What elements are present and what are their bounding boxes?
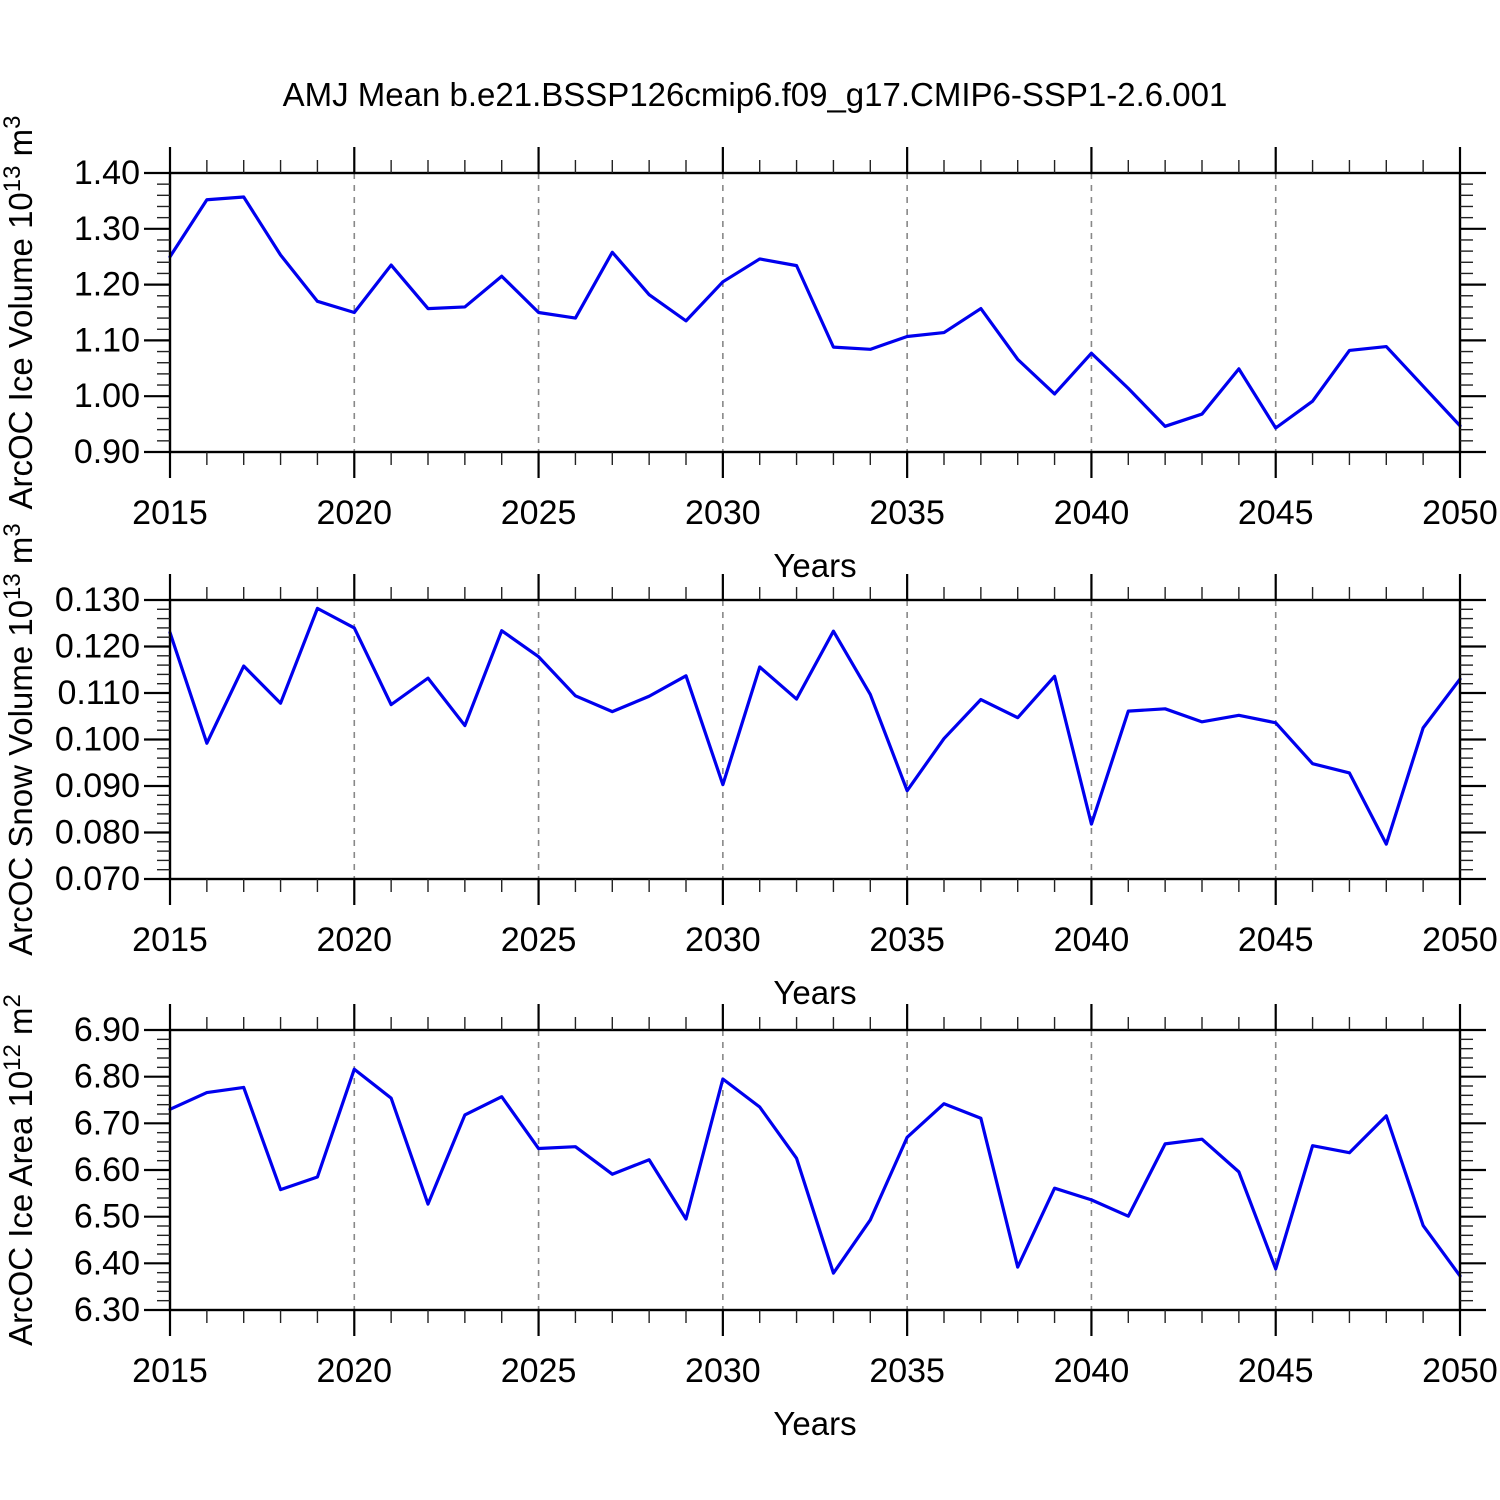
y-tick-label: 6.90: [74, 1011, 140, 1049]
y-tick-label: 0.130: [55, 581, 140, 619]
x-axis-title: Years: [773, 1405, 856, 1442]
x-axis-title: Years: [773, 547, 856, 584]
x-tick-label: 2045: [1238, 494, 1314, 532]
x-tick-label: 2020: [316, 921, 392, 959]
x-tick-label: 2035: [869, 1352, 945, 1390]
y-ticks-ice-area: [144, 1028, 1486, 1312]
x-ticks-ice-volume: [168, 147, 1462, 478]
y-axis-title-ice-area: ArcOC Ice Area 1012 m2: [0, 994, 39, 1346]
x-tick-label: 2025: [501, 494, 577, 532]
x-tick-label: 2040: [1054, 494, 1130, 532]
series-line-ice-area: [168, 1067, 1462, 1278]
y-tick-label: 1.10: [74, 321, 140, 359]
x-tick-label: 2040: [1054, 1352, 1130, 1390]
x-tick-label: 2020: [316, 1352, 392, 1390]
y-tick-label: 6.30: [74, 1291, 140, 1329]
series-line-ice-volume: [168, 195, 1462, 430]
y-tick-label: 0.120: [55, 628, 140, 666]
x-tick-label: 2020: [316, 494, 392, 532]
x-tick-label: 2015: [132, 494, 208, 532]
x-tick-label: 2015: [132, 921, 208, 959]
x-tick-label: 2050: [1422, 1352, 1498, 1390]
x-ticks-ice-area: [168, 1004, 1462, 1336]
panel-ice-area: 2015 2020 2025 2030 2035 2040 2045 2050 6.30 6.40…: [0, 994, 1498, 1442]
y-ticks-ice-volume: [144, 171, 1486, 454]
panel-frame-ice-volume: [168, 171, 1462, 454]
series-line-snow-volume: [168, 606, 1462, 846]
x-tick-label: 2025: [501, 1352, 577, 1390]
y-tick-label: 0.080: [55, 814, 140, 852]
y-tick-label: 1.30: [74, 210, 140, 248]
x-tick-label: 2045: [1238, 1352, 1314, 1390]
y-tick-label: 6.70: [74, 1104, 140, 1142]
panel-frame-snow-volume: [168, 598, 1462, 881]
x-tick-label: 2045: [1238, 921, 1314, 959]
y-tick-label: 1.20: [74, 266, 140, 304]
y-tick-label: 6.60: [74, 1151, 140, 1189]
y-tick-label: 0.090: [55, 767, 140, 805]
y-axis-title-snow-volume: ArcOC Snow Volume 1013 m3: [0, 523, 39, 956]
x-tick-label: 2030: [685, 1352, 761, 1390]
x-tick-label: 2035: [869, 921, 945, 959]
x-tick-label: 2040: [1054, 921, 1130, 959]
y-tick-label: 0.070: [55, 860, 140, 898]
x-tick-label: 2030: [685, 494, 761, 532]
y-tick-label: 0.110: [57, 674, 140, 712]
panel-snow-volume: 2015 2020 2025 2030 2035 2040 2045 2050 0.070 0.0…: [0, 523, 1498, 1011]
y-tick-label: 6.40: [74, 1244, 140, 1282]
x-tick-label: 2050: [1422, 921, 1498, 959]
y-tick-label: 0.100: [55, 721, 140, 759]
y-ticks-snow-volume: [144, 598, 1486, 881]
x-ticks-snow-volume: [168, 574, 1462, 905]
panel-ice-volume: 2015 2020 2025 2030 2035 2040 2045 2050 0.90 1.00…: [0, 115, 1498, 584]
x-tick-label: 2030: [685, 921, 761, 959]
x-tick-label: 2025: [501, 921, 577, 959]
y-tick-label: 6.80: [74, 1058, 140, 1096]
y-tick-label: 1.40: [74, 154, 140, 192]
y-axis-title-ice-volume: ArcOC Ice Volume 1013 m3: [0, 115, 39, 509]
x-tick-label: 2050: [1422, 494, 1498, 532]
panels-root: 2015 2020 2025 2030 2035 2040 2045 2050 0.90 1.00…: [0, 115, 1498, 1442]
panel-frame-ice-area: [168, 1028, 1462, 1312]
y-tick-label: 0.90: [74, 433, 140, 471]
x-tick-label: 2035: [869, 494, 945, 532]
y-tick-label: 1.00: [74, 377, 140, 415]
chart-title: AMJ Mean b.e21.BSSP126cmip6.f09_g17.CMIP…: [283, 76, 1228, 113]
x-tick-label: 2015: [132, 1352, 208, 1390]
x-axis-title: Years: [773, 974, 856, 1011]
y-tick-label: 6.50: [74, 1198, 140, 1236]
